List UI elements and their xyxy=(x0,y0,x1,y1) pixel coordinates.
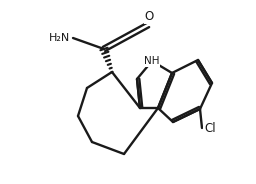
Text: O: O xyxy=(144,10,154,23)
Text: Cl: Cl xyxy=(204,121,216,135)
Text: H₂N: H₂N xyxy=(49,33,70,43)
Text: NH: NH xyxy=(144,56,160,66)
